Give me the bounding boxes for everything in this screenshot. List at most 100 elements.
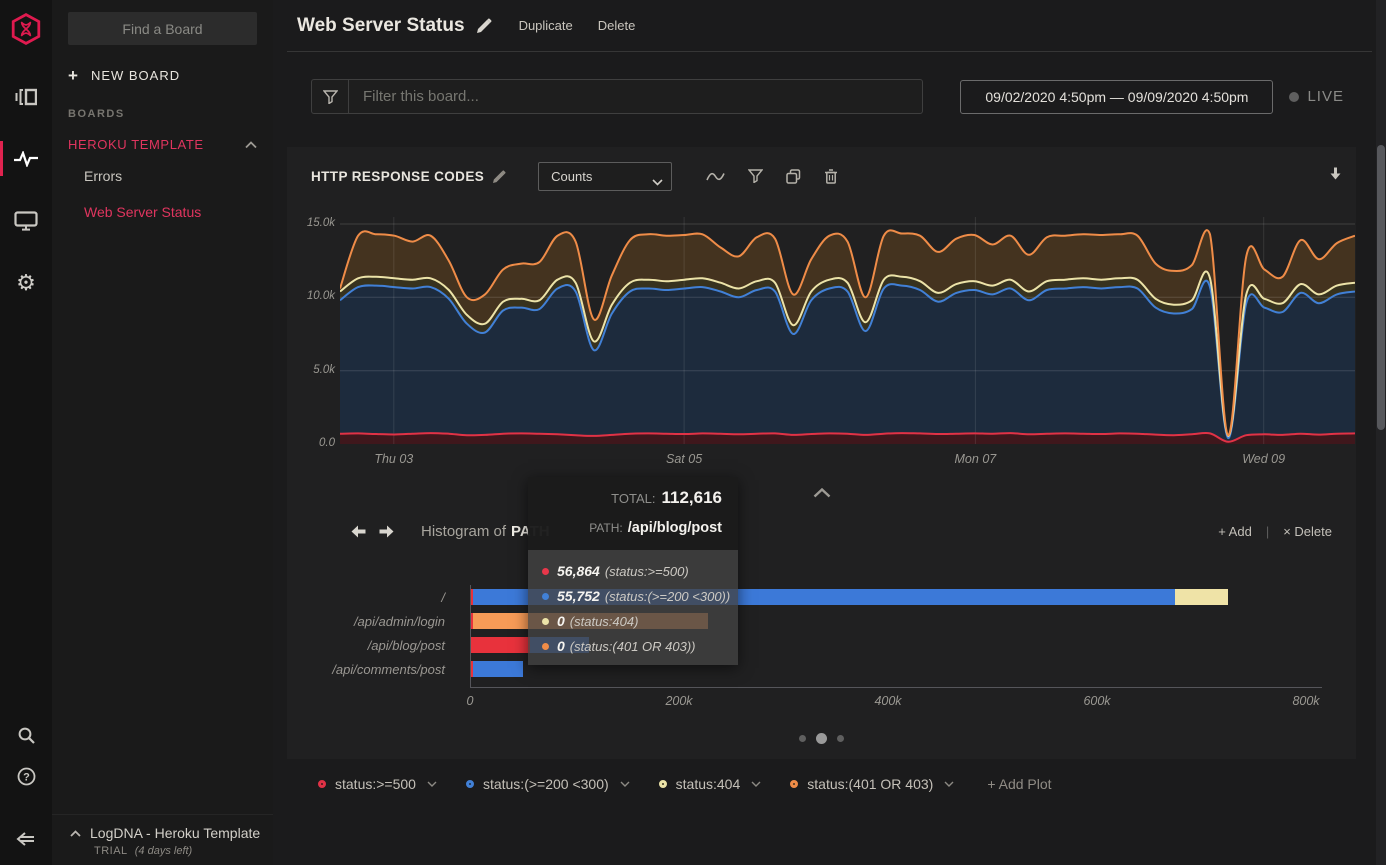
edit-chart-title-icon[interactable] xyxy=(493,169,506,183)
legend-item[interactable]: status:>=500 xyxy=(318,776,437,792)
bar-segment xyxy=(471,661,474,677)
rail-nav: ⚙ xyxy=(0,74,52,305)
metric-select[interactable]: Counts xyxy=(538,161,673,191)
sidebar-footer: LogDNA - Heroku Template TRIAL (4 days l… xyxy=(52,814,273,865)
plan-label: TRIAL xyxy=(94,845,128,857)
trash-icon[interactable] xyxy=(824,168,838,184)
add-field-button[interactable]: + Add xyxy=(1218,523,1252,539)
help-icon[interactable]: ? xyxy=(0,760,52,792)
live-toggle[interactable]: LIVE xyxy=(1289,88,1344,105)
bar-segment xyxy=(473,661,524,677)
x-axis-label: Thu 03 xyxy=(374,452,414,466)
histogram-x-tick: 600k xyxy=(1083,694,1111,708)
activity-icon[interactable] xyxy=(0,136,52,181)
search-icon[interactable] xyxy=(0,719,52,751)
board-groups: HEROKU TEMPLATE Errors Web Server Status xyxy=(52,120,273,230)
add-plot-button[interactable]: + Add Plot xyxy=(987,776,1052,792)
monitor-icon[interactable] xyxy=(0,198,52,243)
tooltip-total: TOTAL: 112,616 xyxy=(544,488,722,508)
y-axis-label: 15.0k xyxy=(306,217,335,229)
filter-chart-icon[interactable] xyxy=(748,169,764,183)
logdna-logo-icon[interactable] xyxy=(9,12,43,46)
new-board-button[interactable]: + NEW BOARD xyxy=(68,67,257,84)
duplicate-button[interactable]: Duplicate xyxy=(518,18,573,33)
histogram-category-label: /api/comments/post xyxy=(332,661,445,677)
plus-icon: + xyxy=(68,66,78,85)
legend-label: status:(401 OR 403) xyxy=(807,776,934,792)
org-name: LogDNA - Heroku Template xyxy=(90,825,261,841)
series-dot-icon xyxy=(542,642,549,650)
collapse-sidebar-icon[interactable] xyxy=(0,823,52,855)
prev-field-icon[interactable] xyxy=(351,525,366,538)
x-axis-label: Sat 05 xyxy=(666,452,703,466)
area-band-2 xyxy=(340,271,1355,439)
tooltip-series-label: (status:(401 OR 403)) xyxy=(569,638,696,654)
org-switcher[interactable]: LogDNA - Heroku Template xyxy=(70,825,263,841)
legend-marker-icon xyxy=(790,780,799,788)
boards-icon[interactable] xyxy=(0,74,52,119)
pagination-dot-2[interactable] xyxy=(837,734,844,742)
y-axis-label: 0.0 xyxy=(319,437,335,449)
legend-label: status:(>=200 <300) xyxy=(482,776,609,792)
chart-tooltip: TOTAL: 112,616 PATH: /api/blog/post 56,864… xyxy=(528,477,738,665)
tooltip-series-row: 0 (status:404) xyxy=(542,613,724,629)
legend-label: status:404 xyxy=(675,776,741,792)
chevron-down-icon xyxy=(944,781,954,787)
delete-button[interactable]: Delete xyxy=(597,18,636,33)
timeseries-plot[interactable]: 0.0 5.0k 10.0k 15.0k xyxy=(307,217,1356,449)
legend-marker-icon xyxy=(318,780,326,788)
icon-rail: ⚙ ? xyxy=(0,0,52,865)
main-content: Web Server Status Duplicate Delete 09/02… xyxy=(273,0,1386,865)
board-header: Web Server Status Duplicate Delete xyxy=(287,0,1372,52)
board-filter-input[interactable] xyxy=(349,80,922,113)
legend-item[interactable]: status:(401 OR 403) xyxy=(790,776,954,792)
delete-field-button[interactable]: × Delete xyxy=(1283,523,1332,539)
tooltip-series-row: 55,752 (status:(>=200 <300)) xyxy=(542,588,730,604)
legend-item[interactable]: status:404 xyxy=(658,776,762,792)
chevron-up-icon xyxy=(70,829,81,837)
chart-tools xyxy=(706,168,838,184)
new-board-label: NEW BOARD xyxy=(90,68,181,83)
board-items: Errors Web Server Status xyxy=(52,158,273,230)
histogram-x-tick: 800k xyxy=(1292,694,1320,708)
collapse-histogram-icon[interactable] xyxy=(810,488,834,500)
graphs-card: HTTP RESPONSE CODES Counts xyxy=(287,147,1356,759)
export-download-icon[interactable] xyxy=(1329,167,1342,185)
histogram-nav xyxy=(351,525,394,538)
edit-title-icon[interactable] xyxy=(476,18,492,33)
bar-segment xyxy=(471,589,474,605)
line-chart-icon[interactable] xyxy=(706,170,725,183)
scrollbar-thumb[interactable] xyxy=(1377,145,1385,430)
y-axis-label: 10.0k xyxy=(306,290,335,303)
board-search-input[interactable] xyxy=(68,12,257,45)
tooltip-series-label: (status:(>=200 <300)) xyxy=(604,588,731,604)
histogram-bar[interactable] xyxy=(471,661,524,677)
duplicate-chart-icon[interactable] xyxy=(786,168,801,184)
pagination-dot-0[interactable] xyxy=(799,734,806,742)
next-field-icon[interactable] xyxy=(379,525,394,538)
tooltip-total-label: TOTAL: xyxy=(611,491,656,506)
tooltip-path-value: /api/blog/post xyxy=(627,520,722,536)
date-range-picker[interactable]: 09/02/2020 4:50pm — 09/09/2020 4:50pm xyxy=(960,79,1274,114)
tooltip-series-value: 55,752 xyxy=(557,588,600,604)
live-label: LIVE xyxy=(1307,88,1344,105)
chevron-up-icon xyxy=(245,140,257,148)
sidebar-item-errors[interactable]: Errors xyxy=(84,168,123,184)
pagination-dot-1[interactable] xyxy=(816,732,827,744)
legend-marker-icon xyxy=(658,780,667,788)
histogram-actions: + Add | × Delete xyxy=(1218,524,1332,539)
legend-item[interactable]: status:(>=200 <300) xyxy=(465,776,630,792)
series-dot-icon xyxy=(542,617,549,625)
settings-gear-icon[interactable]: ⚙ xyxy=(16,269,36,295)
scrollbar-track[interactable] xyxy=(1376,0,1386,865)
histogram-row: /api/comments/post xyxy=(332,657,1322,681)
board-group-header[interactable]: HEROKU TEMPLATE xyxy=(68,137,257,152)
plan-info: TRIAL (4 days left) xyxy=(70,845,263,857)
legend-label: status:>=500 xyxy=(335,776,416,792)
boards-heading: BOARDS xyxy=(68,108,125,120)
tooltip-series-value: 0 xyxy=(557,638,565,654)
sidebar-item-web-server-status[interactable]: Web Server Status xyxy=(84,204,202,220)
y-axis-label: 5.0k xyxy=(313,363,335,376)
histogram-plot[interactable]: / /api/admin/login/api/blog/post/api/comm… xyxy=(287,585,1356,708)
